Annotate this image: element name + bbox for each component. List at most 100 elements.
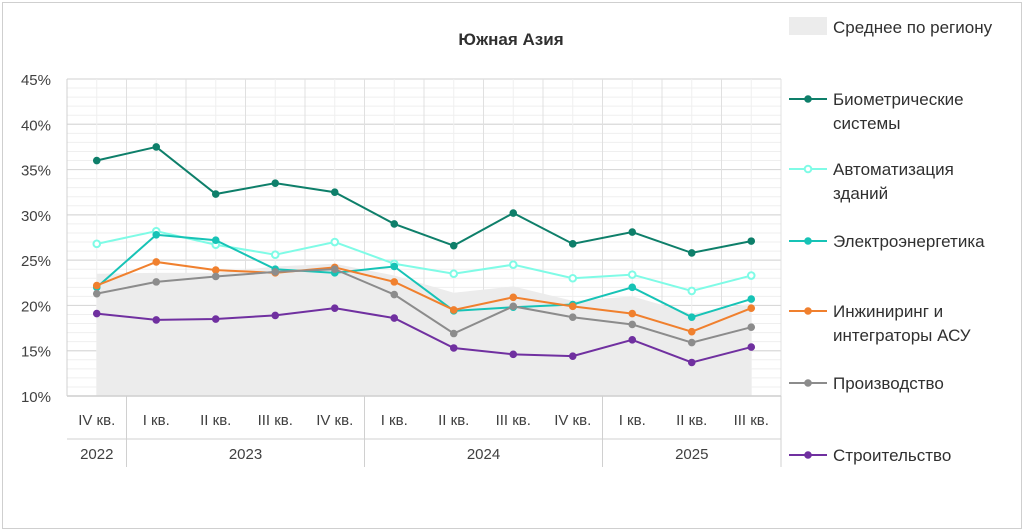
data-point [747, 237, 756, 245]
data-point [92, 281, 101, 290]
x-tick-label: IV кв. [554, 412, 591, 429]
data-point [271, 311, 280, 320]
data-point [747, 304, 756, 312]
legend-label: системы [833, 114, 900, 133]
y-tick-label: 25% [21, 253, 51, 270]
legend-marker [804, 307, 812, 315]
data-point [568, 313, 577, 322]
data-point [509, 293, 518, 302]
x-tick-label: I кв. [143, 412, 170, 429]
data-point [390, 290, 399, 299]
x-tick-label: III кв. [496, 412, 531, 429]
data-point [271, 179, 280, 187]
year-label: 2023 [229, 446, 262, 463]
data-point [687, 358, 696, 367]
legend-marker [803, 164, 813, 174]
data-point [211, 190, 220, 198]
data-point [568, 352, 577, 360]
data-point [628, 309, 637, 318]
data-point [152, 316, 161, 324]
area-regional-average [96, 263, 752, 396]
x-tick-label: II кв. [676, 412, 707, 429]
legend-marker [804, 379, 812, 387]
legend-marker [804, 237, 812, 245]
data-point [330, 304, 339, 312]
data-point [449, 241, 458, 250]
data-point [390, 314, 399, 322]
x-tick-label: III кв. [734, 412, 769, 429]
year-label: 2022 [80, 446, 113, 463]
data-point [330, 237, 340, 247]
data-point [628, 283, 637, 292]
series-line-5 [96, 307, 752, 364]
year-label: 2024 [467, 446, 500, 463]
data-point [687, 249, 696, 257]
y-tick-label: 30% [21, 208, 51, 225]
data-point [568, 240, 577, 248]
data-point [746, 271, 756, 280]
legend-swatch-area [789, 17, 827, 35]
data-point [270, 250, 280, 260]
data-point [627, 270, 637, 279]
x-tick-label: IV кв. [78, 412, 115, 429]
legend-label: зданий [833, 184, 888, 203]
data-point [628, 336, 637, 344]
data-point [628, 320, 637, 329]
chart-title: Южная Азия [458, 30, 563, 49]
series-line-1 [96, 230, 752, 292]
data-point [449, 329, 458, 338]
legend-label: Среднее по региону [833, 18, 993, 37]
legend-label: Производство [833, 374, 944, 393]
data-point [747, 343, 756, 351]
data-point [330, 265, 339, 274]
legend-label: Инжиниринг и [833, 302, 943, 321]
data-point [449, 306, 458, 314]
data-point [92, 239, 102, 249]
y-tick-label: 10% [21, 389, 51, 406]
data-point [747, 323, 756, 331]
data-point [92, 309, 101, 318]
data-point [508, 260, 518, 269]
legend-label: Электроэнергетика [833, 232, 985, 251]
data-point [330, 188, 339, 197]
data-point [92, 289, 101, 298]
y-tick-label: 35% [21, 163, 51, 180]
legend-label: Строительство [833, 446, 951, 465]
y-tick-label: 40% [21, 117, 51, 134]
legend-label: Биометрические [833, 90, 964, 109]
data-point [509, 302, 518, 311]
data-point [449, 269, 459, 279]
data-point [687, 313, 696, 322]
data-point [271, 268, 280, 276]
x-tick-label: II кв. [200, 412, 231, 429]
y-tick-label: 15% [21, 344, 51, 361]
x-tick-label: IV кв. [316, 412, 353, 429]
data-point [390, 278, 399, 286]
data-point [687, 286, 697, 296]
data-point [92, 156, 101, 165]
year-label: 2025 [675, 446, 708, 463]
series-line-2 [96, 233, 752, 319]
x-tick-label: I кв. [619, 412, 646, 429]
data-point [747, 295, 756, 303]
data-point [509, 209, 518, 217]
x-tick-label: II кв. [438, 412, 469, 429]
series-line-0 [96, 145, 752, 254]
data-point [390, 220, 399, 228]
data-point [509, 350, 518, 359]
y-tick-label: 20% [21, 298, 51, 315]
data-point [211, 236, 220, 245]
line-chart: 10% 15% 20% 25% 30% 35% 40% 45% Южная Азия IV кв.… [21, 17, 993, 467]
data-point [152, 230, 161, 239]
data-point [152, 278, 161, 286]
series-line-4 [96, 268, 752, 344]
legend-label: Автоматизация [833, 160, 954, 179]
data-point [687, 338, 696, 347]
data-point [390, 262, 399, 271]
data-point [568, 273, 578, 283]
series-line-3 [96, 260, 752, 333]
legend-marker [804, 451, 812, 459]
x-tick-label: I кв. [381, 412, 408, 429]
data-point [211, 272, 220, 281]
